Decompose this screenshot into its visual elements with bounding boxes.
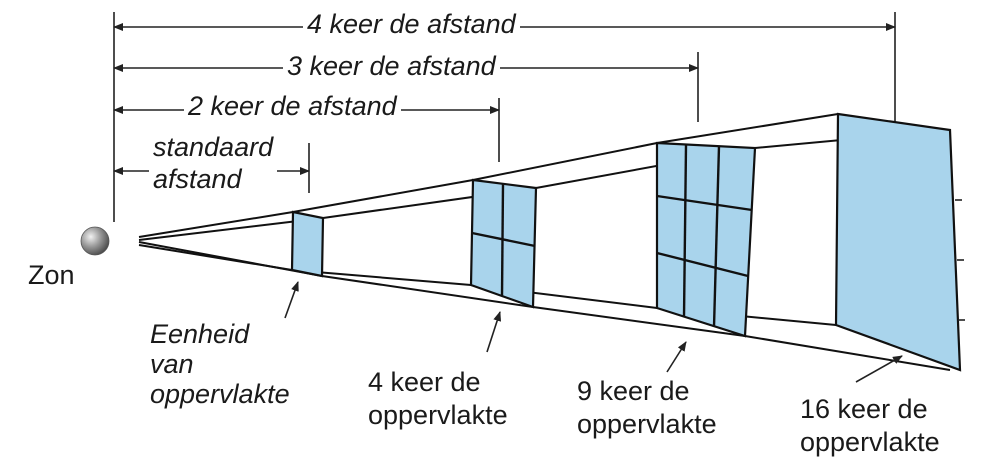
nine-times-area-panel (655, 141, 757, 338)
distance-1-line-2: afstand (149, 163, 278, 195)
distance-3-label: 3 keer de afstand (283, 51, 500, 81)
area-16-label: 16 keer de oppervlakte (800, 393, 940, 459)
area-9-line-2: oppervlakte (577, 409, 717, 439)
area-4-label: 4 keer de oppervlakte (368, 366, 508, 432)
area-1-line-1: Eenheid (150, 319, 250, 349)
area-1-line-3: oppervlakte (150, 379, 290, 409)
distance-1-line-1: standaard (149, 131, 278, 163)
area-1-label: Eenheid van oppervlakte (150, 319, 290, 409)
area-4-line-2: oppervlakte (368, 400, 508, 430)
sun-label: Zon (28, 260, 75, 290)
sun-sphere (80, 226, 110, 256)
area-16-line-2: oppervlakte (800, 427, 940, 457)
area-9-line-1: 9 keer de (577, 376, 690, 406)
area-9-pointer (666, 341, 687, 373)
area-4-line-1: 4 keer de (368, 367, 481, 397)
distance-1-label: standaard afstand (149, 131, 278, 195)
area-4-pointer (486, 311, 502, 353)
distance-4-label: 4 keer de afstand (303, 9, 520, 39)
area-1-line-2: van (150, 349, 194, 379)
distance-2-label: 2 keer de afstand (184, 91, 401, 121)
four-times-area-panel (469, 178, 538, 309)
area-16-pointer (855, 355, 903, 383)
sixteen-times-area-panel (834, 112, 965, 372)
area-16-line-1: 16 keer de (800, 394, 928, 424)
area-1-pointer (284, 281, 299, 319)
unit-area-panel (290, 210, 325, 278)
area-9-label: 9 keer de oppervlakte (577, 375, 717, 441)
